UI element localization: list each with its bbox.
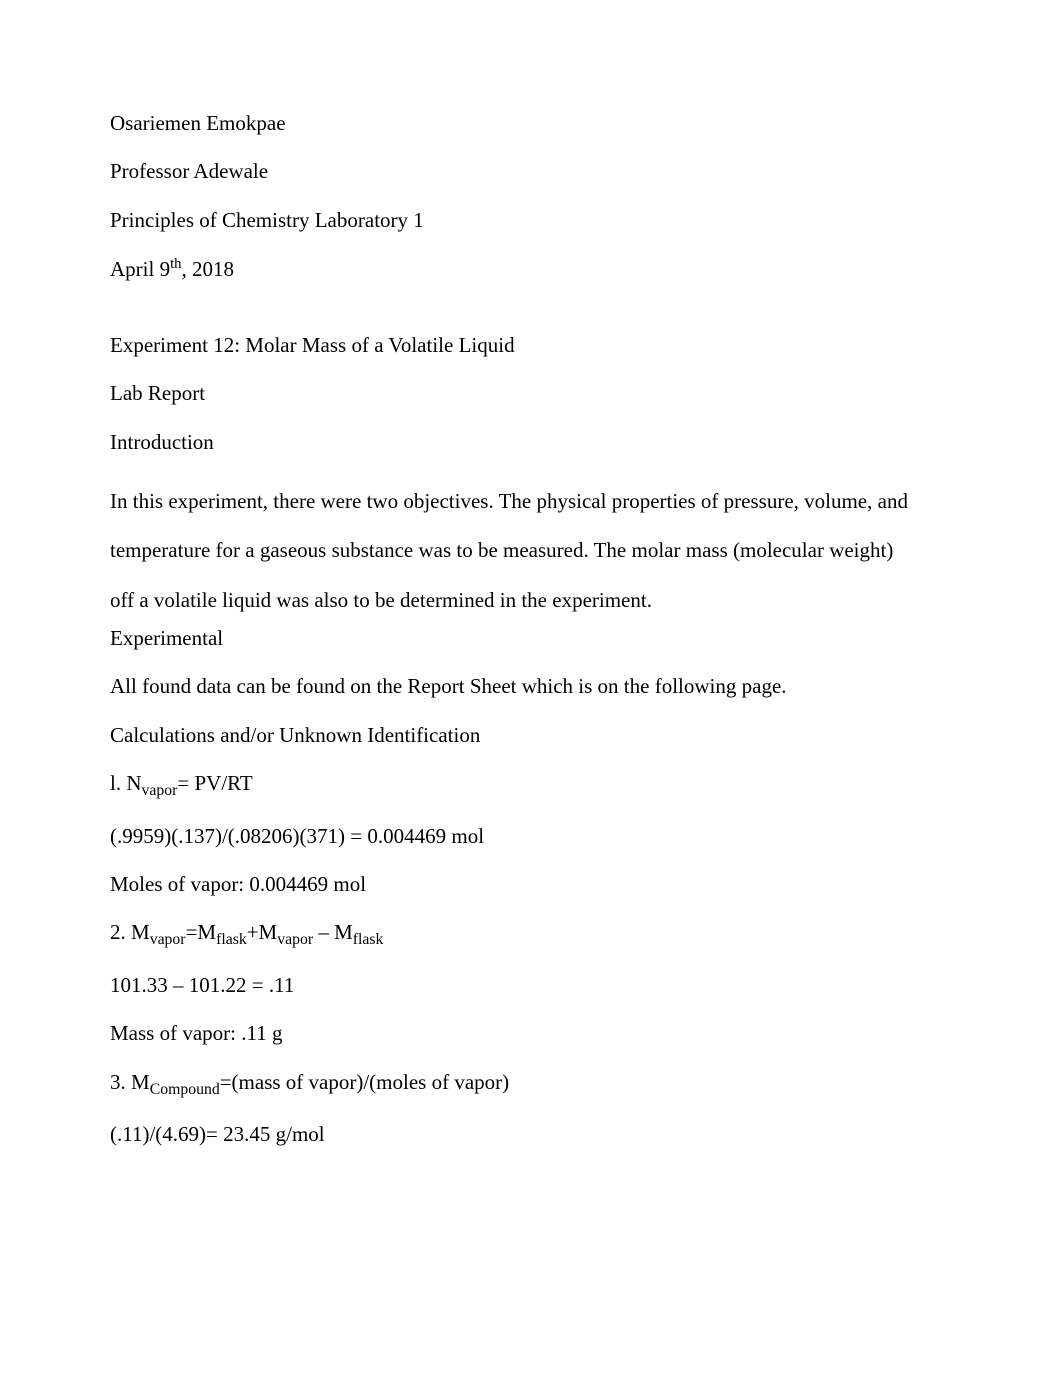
intro-body-3: off a volatile liquid was also to be det… (110, 576, 952, 625)
professor-line: Professor Adewale (110, 158, 952, 185)
calc2-s2: flask (216, 931, 247, 948)
calc2-s1: vapor (150, 931, 186, 948)
date-line: April 9th, 2018 (110, 255, 952, 283)
calc3-formula: 3. MCompound=(mass of vapor)/(moles of v… (110, 1069, 952, 1101)
calc2-p3: +M (247, 920, 278, 944)
calc1-prefix: l. N (110, 771, 142, 795)
calc2-p1: 2. M (110, 920, 150, 944)
calc3-equation: (.11)/(4.69)= 23.45 g/mol (110, 1121, 952, 1148)
calc2-equation: 101.33 – 101.22 = .11 (110, 972, 952, 999)
calc2-p4: – M (313, 920, 353, 944)
calc2-s4: flask (353, 931, 384, 948)
date-suffix: , 2018 (182, 257, 235, 281)
introduction-heading: Introduction (110, 429, 952, 456)
calc1-equation: (.9959)(.137)/(.08206)(371) = 0.004469 m… (110, 823, 952, 850)
intro-body-2: temperature for a gaseous substance was … (110, 526, 952, 575)
calc2-result: Mass of vapor: .11 g (110, 1020, 952, 1047)
spacer (110, 304, 952, 332)
calc3-s1: Compound (150, 1081, 220, 1098)
calculations-heading: Calculations and/or Unknown Identificati… (110, 722, 952, 749)
course-line: Principles of Chemistry Laboratory 1 (110, 207, 952, 234)
experimental-body: All found data can be found on the Repor… (110, 673, 952, 700)
calc3-p1: 3. M (110, 1070, 150, 1094)
experimental-heading: Experimental (110, 625, 952, 652)
calc1-sub: vapor (142, 782, 178, 799)
experiment-title: Experiment 12: Molar Mass of a Volatile … (110, 332, 952, 359)
calc1-suffix: = PV/RT (177, 771, 252, 795)
calc1-result: Moles of vapor: 0.004469 mol (110, 871, 952, 898)
calc3-p2: =(mass of vapor)/(moles of vapor) (220, 1070, 509, 1094)
date-superscript: th (170, 256, 181, 272)
calc2-p2: =M (186, 920, 217, 944)
calc2-formula: 2. Mvapor=Mflask+Mvapor – Mflask (110, 919, 952, 951)
author-line: Osariemen Emokpae (110, 110, 952, 137)
calc2-s3: vapor (277, 931, 313, 948)
intro-body-1: In this experiment, there were two objec… (110, 477, 952, 526)
date-prefix: April 9 (110, 257, 170, 281)
lab-report-heading: Lab Report (110, 380, 952, 407)
calc1-formula: l. Nvapor= PV/RT (110, 770, 952, 802)
